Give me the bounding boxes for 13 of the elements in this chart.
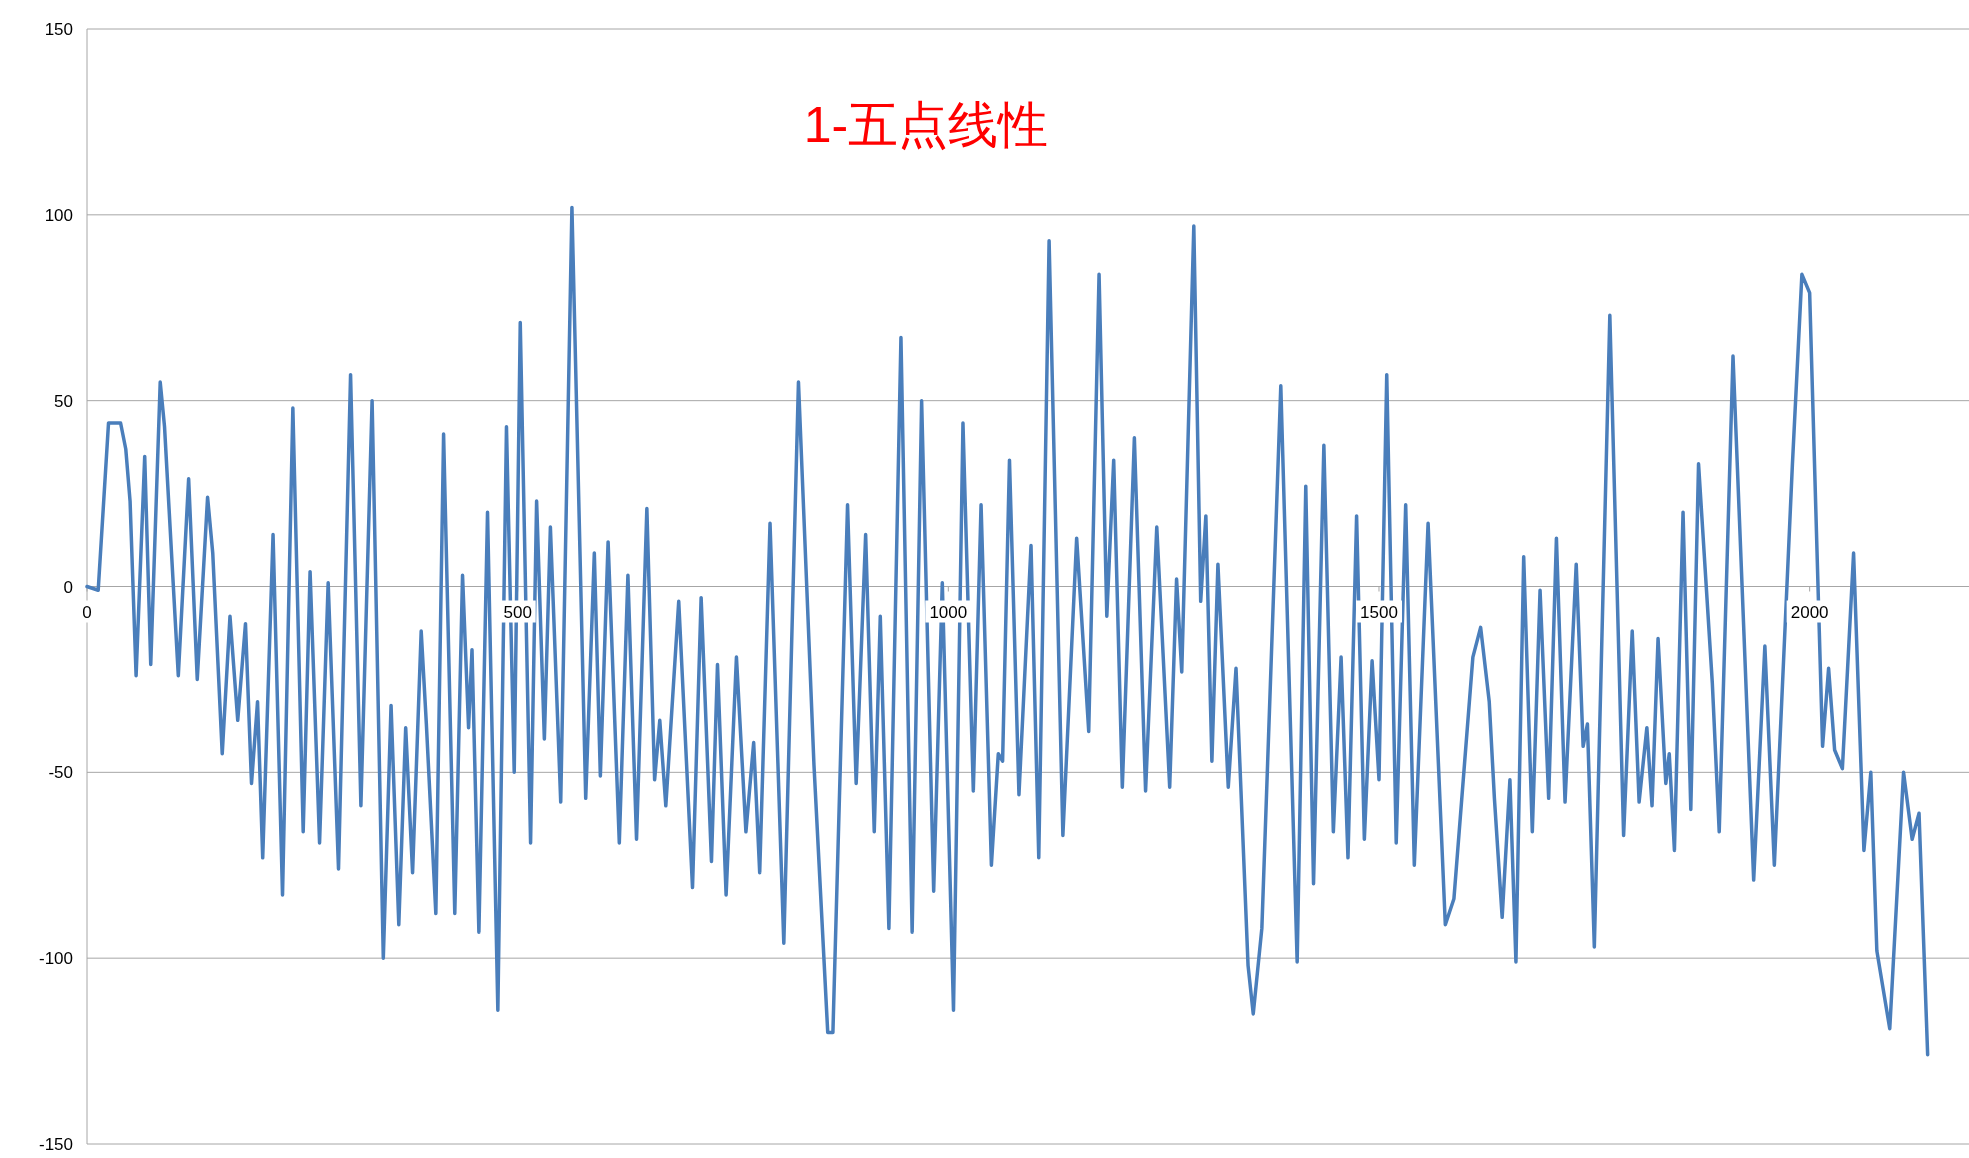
x-tick-label: 0 [82,602,92,622]
y-tick-label: 150 [44,20,73,39]
y-tick-label: -50 [48,763,73,783]
text: 1-五点线性 [803,97,1049,153]
y-tick-label: 100 [44,205,73,225]
y-tick-label: 50 [54,391,73,411]
y-tick-label: -150 [38,1135,73,1154]
y-tick-label: -100 [38,949,73,969]
x-tick-label: 500 [503,602,532,622]
x-tick-label: 1500 [1360,602,1398,622]
x-tick-label: 2000 [1790,602,1829,622]
y-tick-label: 0 [63,577,73,597]
x-tick-label: 1000 [929,602,968,622]
